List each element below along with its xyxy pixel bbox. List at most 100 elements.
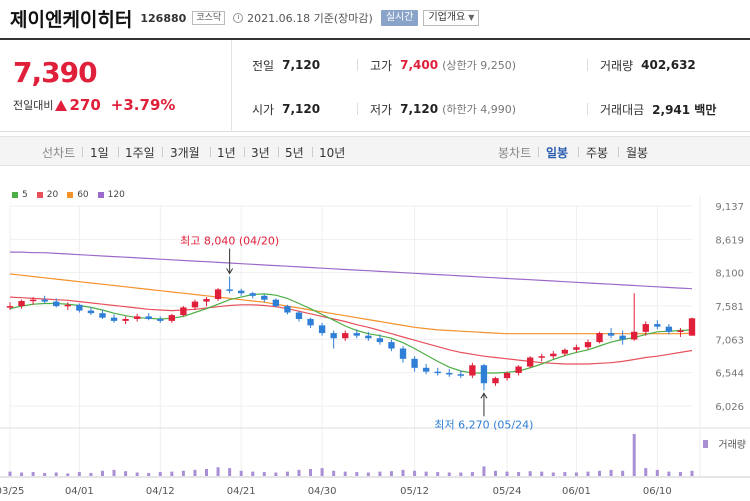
legend-label: 20 — [46, 190, 59, 200]
volume-bar — [216, 467, 220, 476]
candle-monthly[interactable]: 월봉 — [626, 146, 649, 160]
line-chart-label[interactable]: 선차트 — [42, 146, 76, 160]
candle-body — [457, 374, 464, 376]
candle-body — [122, 318, 129, 321]
legend-swatch — [12, 192, 18, 198]
candle-body — [157, 318, 164, 321]
volume-bar — [274, 472, 278, 476]
candle-body — [561, 349, 569, 354]
candle-body — [399, 348, 407, 359]
volume-bar — [20, 472, 24, 476]
volume-bar — [320, 468, 324, 476]
separator — [162, 147, 163, 157]
volume-bar — [355, 472, 359, 476]
candle-body — [29, 299, 37, 302]
volume-bar — [147, 472, 151, 476]
volume-bar — [447, 472, 451, 476]
candle-body — [365, 335, 372, 339]
volume-bar — [505, 471, 509, 476]
divider — [587, 103, 588, 115]
candle-body — [133, 316, 141, 319]
volume-bar — [343, 471, 347, 476]
candle-body — [434, 371, 441, 374]
current-price-box: 7,390 전일대비 270 +3.79% — [0, 40, 232, 132]
trade-value-label: 거래대금 — [600, 102, 645, 117]
volume-bar — [54, 472, 58, 476]
volume-bar — [228, 468, 232, 476]
candle-body — [203, 299, 210, 302]
y-tick-label: 9,137 — [715, 202, 744, 213]
volume-bar — [574, 472, 578, 476]
volume-bar — [459, 472, 463, 476]
volume-bar — [586, 471, 590, 476]
period-10y[interactable]: 10년 — [319, 146, 346, 160]
volume-bar — [66, 473, 70, 476]
up-arrow-icon — [55, 99, 68, 111]
volume-bar — [482, 466, 486, 476]
candle-body — [353, 333, 360, 336]
volume-bar — [309, 469, 313, 476]
x-tick-label: 06/10 — [643, 486, 672, 497]
volume-bar — [193, 469, 197, 476]
open-cell: 시가 7,120 — [252, 99, 320, 119]
separator — [312, 147, 313, 157]
candle-body — [180, 307, 187, 316]
candle-body — [53, 301, 60, 307]
divider — [587, 59, 588, 71]
volume-legend-label: 거래량 — [718, 439, 746, 451]
legend-item-ma120: 120 — [97, 190, 125, 200]
period-5y[interactable]: 5년 — [285, 146, 304, 160]
candle-chart-label[interactable]: 봉차트 — [498, 146, 532, 160]
volume-bar — [181, 470, 185, 476]
candle-weekly[interactable]: 주봉 — [586, 146, 609, 160]
candle-body — [688, 318, 696, 336]
separator — [618, 147, 619, 157]
candle-body — [538, 356, 545, 358]
volume-bar — [170, 471, 174, 476]
candle-body — [550, 353, 557, 357]
candle-body — [631, 331, 638, 340]
realtime-button[interactable]: 실시간 — [380, 10, 419, 26]
period-1y[interactable]: 1년 — [217, 146, 236, 160]
candle-body — [526, 357, 534, 367]
candle-body — [191, 301, 199, 308]
candle-body — [607, 333, 615, 336]
price-chart[interactable]: 5 20 60 120 9,137 8,619 8,100 7,581 7,063 6,5… — [0, 166, 750, 501]
volume-cell: 거래량 402,632 — [600, 55, 696, 75]
open-label: 시가 — [252, 102, 275, 117]
high-label: 고가 — [370, 58, 393, 73]
period-1d[interactable]: 1일 — [90, 146, 109, 160]
high-cell: 고가 7,400 (상한가 9,250) — [370, 55, 516, 75]
candle-body — [272, 299, 280, 307]
volume-bar — [8, 471, 12, 476]
chart-canvas[interactable]: 9,137 8,619 8,100 7,581 7,063 6,544 6,026 최고 8,… — [0, 166, 750, 501]
separator — [118, 147, 119, 157]
volume-bar — [551, 472, 555, 476]
prev-close-cell: 전일 7,120 — [252, 55, 320, 75]
stock-header: 제이엔케이히터 126880 코스닥 2021.06.18 기준(장마감) 실시… — [0, 0, 750, 36]
company-overview-button[interactable]: 기업개요 ▼ — [423, 10, 480, 26]
trade-value-cell: 거래대금 2,941 백만 — [600, 99, 716, 119]
volume-bar — [112, 469, 116, 476]
lower-limit: (하한가 4,990) — [442, 103, 516, 116]
volume-bar — [205, 469, 209, 476]
candle-body — [238, 290, 245, 294]
volume-bar — [470, 472, 474, 476]
candle-body — [87, 310, 95, 314]
candle-body — [596, 333, 603, 343]
candle-body — [469, 365, 476, 376]
volume-bar — [413, 470, 417, 476]
ma120-line — [10, 251, 693, 290]
period-1w[interactable]: 1주일 — [125, 146, 155, 160]
candle-body — [503, 372, 511, 379]
legend-label: 120 — [107, 190, 125, 200]
volume-bar — [667, 471, 671, 476]
period-3y[interactable]: 3년 — [251, 146, 270, 160]
period-3m[interactable]: 3개월 — [170, 146, 200, 160]
company-overview-label: 기업개요 — [428, 12, 466, 23]
candle-body — [41, 299, 48, 302]
volume-bar — [540, 471, 544, 476]
candle-body — [422, 367, 430, 372]
candle-daily[interactable]: 일봉 — [546, 146, 569, 160]
y-tick-label: 7,063 — [715, 335, 744, 346]
